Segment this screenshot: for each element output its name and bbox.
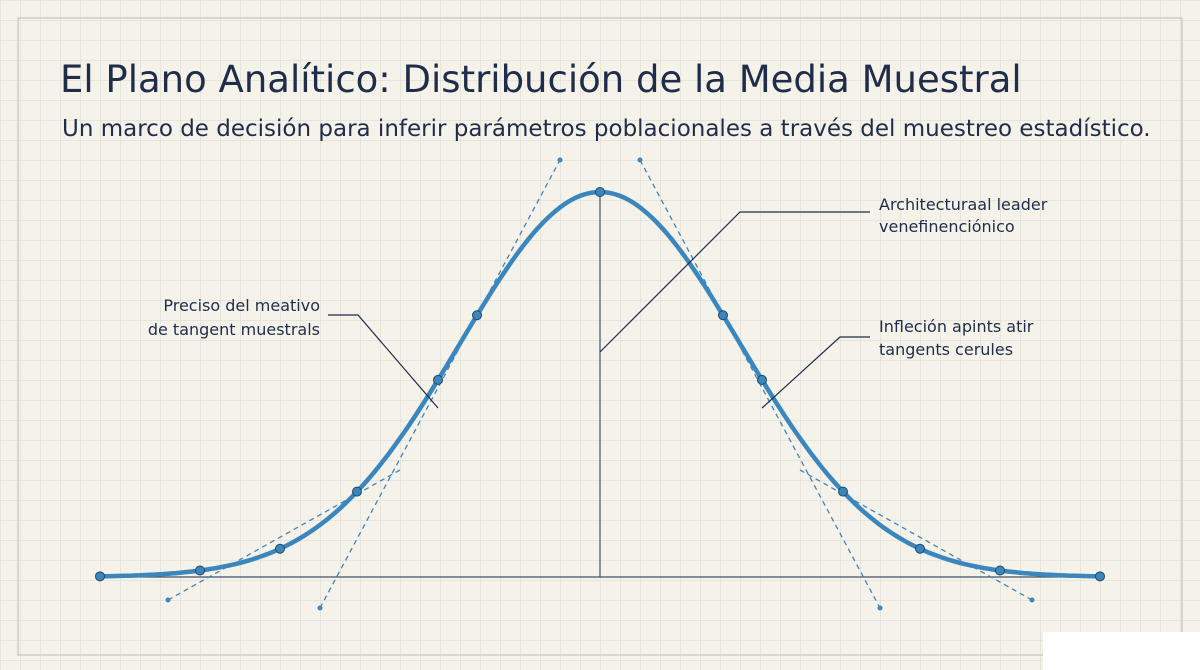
annotation-text: Architecturaal leader bbox=[879, 195, 1048, 214]
leader-line bbox=[328, 314, 439, 409]
tangent-end bbox=[1029, 597, 1035, 603]
curve-point bbox=[838, 486, 848, 497]
curve-points bbox=[95, 187, 1105, 582]
leaders bbox=[328, 211, 870, 409]
tangent-end bbox=[637, 157, 643, 163]
annotation-text: Preciso del meativo bbox=[163, 296, 320, 315]
curve-point bbox=[195, 565, 205, 576]
curve-point bbox=[472, 310, 482, 321]
annotation-text: Infleción apints atir bbox=[879, 317, 1034, 336]
tangent-end bbox=[877, 605, 883, 611]
curve-point bbox=[995, 565, 1005, 576]
tangent-end bbox=[317, 605, 323, 611]
corner-patch bbox=[1043, 632, 1200, 670]
curve-point bbox=[757, 374, 767, 385]
tangent-end bbox=[557, 157, 563, 163]
frame bbox=[17, 17, 1183, 656]
curve-point bbox=[95, 571, 105, 582]
title: El Plano Analítico: Distribución de la M… bbox=[60, 58, 1022, 101]
annotation-text: de tangent muestrals bbox=[148, 320, 320, 339]
curve-point bbox=[915, 543, 925, 554]
tangent-end bbox=[165, 597, 171, 603]
curve-point bbox=[595, 187, 605, 197]
curve-point bbox=[275, 543, 285, 554]
curve-point bbox=[352, 486, 362, 497]
tangent-ends bbox=[165, 157, 1035, 611]
annotation-text: tangents cerules bbox=[879, 340, 1013, 359]
curve-point bbox=[433, 374, 443, 385]
subtitle: Un marco de decisión para inferir paráme… bbox=[62, 116, 1151, 142]
leader-line bbox=[599, 211, 870, 353]
leader-line bbox=[761, 336, 870, 409]
curve-point bbox=[718, 310, 728, 321]
annotation-text: venefinenciónico bbox=[879, 217, 1015, 236]
curve-point bbox=[1095, 571, 1105, 582]
